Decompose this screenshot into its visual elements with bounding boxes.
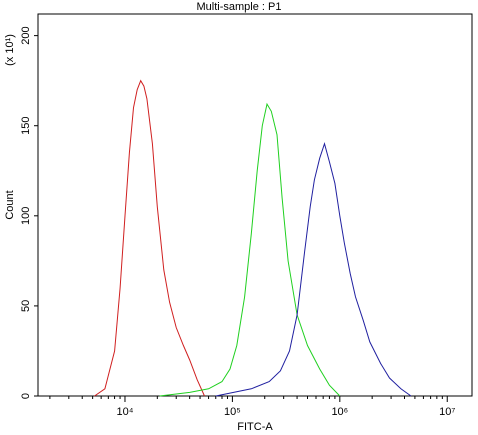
- y-tick-label: 0: [20, 393, 32, 399]
- y-tick-label: 150: [20, 117, 32, 135]
- y-tick-label: 100: [20, 207, 32, 225]
- y-tick-label: 200: [20, 26, 32, 44]
- y-tick-label: 50: [20, 300, 32, 312]
- chart-title: Multi-sample : P1: [197, 1, 282, 13]
- histogram-line: [94, 79, 205, 397]
- histogram-line: [159, 102, 341, 397]
- y-multiplier: (x 10¹): [4, 34, 16, 66]
- x-axis-label: FITC-A: [237, 421, 273, 433]
- x-tick-label: 10⁷: [439, 406, 455, 418]
- plot-frame: [37, 13, 473, 397]
- x-tick-label: 10⁵: [224, 406, 241, 418]
- y-axis-label: Count: [4, 190, 16, 219]
- x-tick-label: 10⁶: [331, 406, 348, 418]
- histogram-line: [215, 141, 412, 397]
- x-tick-label: 10⁴: [116, 406, 133, 418]
